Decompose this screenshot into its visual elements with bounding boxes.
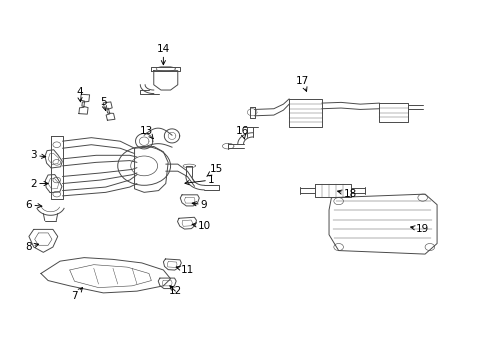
Text: 12: 12 <box>169 286 182 296</box>
Text: 5: 5 <box>100 98 107 111</box>
Text: 9: 9 <box>192 200 207 210</box>
Text: 6: 6 <box>25 200 42 210</box>
Text: 14: 14 <box>157 45 170 65</box>
Text: 1: 1 <box>185 175 215 185</box>
Text: 4: 4 <box>76 87 83 102</box>
Text: 11: 11 <box>176 265 194 275</box>
Text: 10: 10 <box>192 221 211 231</box>
Text: 3: 3 <box>30 150 46 160</box>
Text: 18: 18 <box>338 189 357 199</box>
Text: 13: 13 <box>140 126 153 139</box>
Text: 19: 19 <box>411 224 429 234</box>
Text: 7: 7 <box>71 288 82 301</box>
Text: 15: 15 <box>207 165 223 176</box>
Text: 8: 8 <box>25 242 39 252</box>
Text: 2: 2 <box>30 179 48 189</box>
Text: 16: 16 <box>236 126 249 139</box>
Text: 17: 17 <box>296 76 309 91</box>
